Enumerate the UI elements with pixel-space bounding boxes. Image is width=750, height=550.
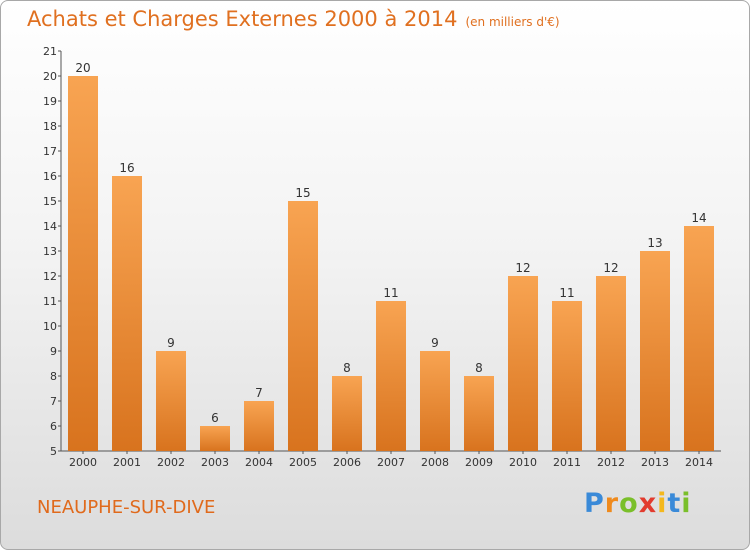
y-tick-label: 20 bbox=[43, 70, 57, 83]
chart-title-block: Achats et Charges Externes 2000 à 2014 (e… bbox=[27, 7, 560, 31]
chart-title: Achats et Charges Externes 2000 à 2014 bbox=[27, 7, 458, 31]
y-tick-label: 6 bbox=[50, 420, 57, 433]
y-tick-label: 17 bbox=[43, 145, 57, 158]
y-tick-label: 19 bbox=[43, 95, 57, 108]
y-tick-label: 8 bbox=[50, 370, 57, 383]
logo-letter: i bbox=[681, 488, 692, 519]
y-tick-label: 16 bbox=[43, 170, 57, 183]
x-tick-label: 2003 bbox=[201, 456, 229, 469]
bar bbox=[112, 176, 142, 451]
y-tick-label: 7 bbox=[50, 395, 57, 408]
bar-value-label: 16 bbox=[119, 161, 134, 175]
bar bbox=[376, 301, 406, 451]
logo-letter: P bbox=[584, 488, 605, 519]
bar-value-label: 20 bbox=[75, 61, 90, 75]
bar bbox=[156, 351, 186, 451]
y-tick-label: 14 bbox=[43, 220, 57, 233]
commune-name: NEAUPHE-SUR-DIVE bbox=[37, 497, 216, 518]
bar bbox=[464, 376, 494, 451]
bar-value-label: 11 bbox=[383, 286, 398, 300]
bar bbox=[244, 401, 274, 451]
y-tick-label: 5 bbox=[50, 445, 57, 458]
x-tick-label: 2006 bbox=[333, 456, 361, 469]
bar-value-label: 8 bbox=[475, 361, 483, 375]
x-tick-label: 2011 bbox=[553, 456, 581, 469]
bar-value-label: 9 bbox=[167, 336, 175, 350]
y-tick-label: 11 bbox=[43, 295, 57, 308]
bar bbox=[508, 276, 538, 451]
y-tick-label: 13 bbox=[43, 245, 57, 258]
chart-bars bbox=[68, 76, 714, 451]
x-tick-label: 2002 bbox=[157, 456, 185, 469]
proxiti-logo: Proxiti bbox=[584, 488, 692, 519]
x-tick-label: 2010 bbox=[509, 456, 537, 469]
bar bbox=[332, 376, 362, 451]
y-tick-label: 21 bbox=[43, 45, 57, 58]
bar-value-label: 8 bbox=[343, 361, 351, 375]
bar bbox=[596, 276, 626, 451]
bar bbox=[68, 76, 98, 451]
y-tick-label: 18 bbox=[43, 120, 57, 133]
logo-letter: i bbox=[657, 488, 668, 519]
x-tick-label: 2009 bbox=[465, 456, 493, 469]
x-tick-label: 2008 bbox=[421, 456, 449, 469]
bar-value-label: 13 bbox=[647, 236, 662, 250]
bar-value-label: 6 bbox=[211, 411, 219, 425]
bar-value-label: 9 bbox=[431, 336, 439, 350]
bar bbox=[640, 251, 670, 451]
chart-labels: 20 2000 16 2001 9 2002 6 2003 7 2004 15 2005 8 2006 11… bbox=[69, 61, 713, 469]
logo-letter: r bbox=[604, 488, 620, 519]
x-tick-label: 2014 bbox=[685, 456, 713, 469]
x-tick-label: 2000 bbox=[69, 456, 97, 469]
x-tick-label: 2004 bbox=[245, 456, 273, 469]
x-tick-label: 2001 bbox=[113, 456, 141, 469]
bar bbox=[684, 226, 714, 451]
bar-value-label: 7 bbox=[255, 386, 263, 400]
bar-value-label: 15 bbox=[295, 186, 310, 200]
x-tick-label: 2005 bbox=[289, 456, 317, 469]
y-tick-label: 12 bbox=[43, 270, 57, 283]
y-tick-label: 10 bbox=[43, 320, 57, 333]
y-tick-label: 15 bbox=[43, 195, 57, 208]
chart-subtitle: (en milliers d'€) bbox=[465, 15, 560, 29]
bar-value-label: 11 bbox=[559, 286, 574, 300]
x-tick-label: 2012 bbox=[597, 456, 625, 469]
x-tick-label: 2013 bbox=[641, 456, 669, 469]
logo-letter: x bbox=[638, 488, 658, 519]
logo-letter: o bbox=[619, 488, 639, 519]
bar-value-label: 12 bbox=[515, 261, 530, 275]
bar bbox=[420, 351, 450, 451]
logo-letter: t bbox=[667, 488, 682, 519]
bar-value-label: 12 bbox=[603, 261, 618, 275]
bar bbox=[552, 301, 582, 451]
bar bbox=[200, 426, 230, 451]
bar bbox=[288, 201, 318, 451]
y-tick-label: 9 bbox=[50, 345, 57, 358]
bar-value-label: 14 bbox=[691, 211, 706, 225]
x-tick-label: 2007 bbox=[377, 456, 405, 469]
